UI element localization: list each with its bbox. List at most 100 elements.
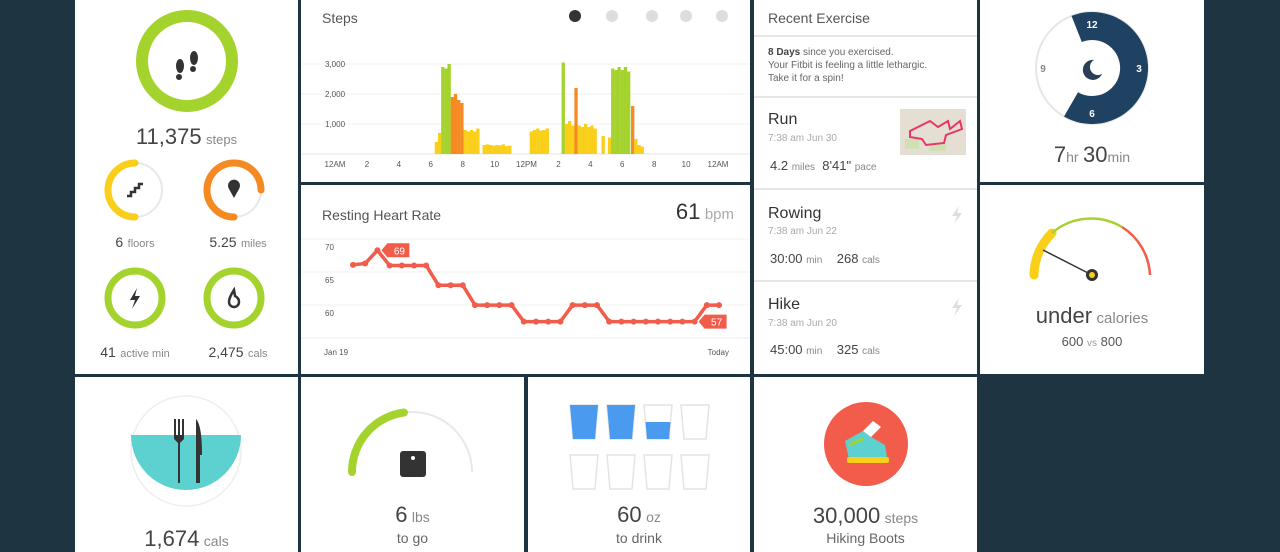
step-bar [469, 130, 474, 154]
sleep-tile[interactable]: 12 3 6 9 7hr 30min [980, 0, 1204, 182]
water-cup [680, 404, 710, 440]
step-bar [611, 68, 615, 154]
weight-sub: to go [396, 530, 429, 546]
step-bar [529, 131, 533, 154]
step-bar [532, 130, 537, 154]
x-tick-label: 12PM [516, 160, 537, 169]
weight-gauge [348, 408, 473, 477]
heart-rate-point [520, 318, 527, 325]
heart-rate-point [508, 302, 515, 309]
step-bar [583, 124, 588, 154]
water-fill [607, 405, 635, 439]
heart-rate-point [496, 302, 503, 309]
step-bar [508, 145, 512, 154]
step-bar [623, 67, 628, 154]
heart-rate-point [484, 302, 491, 309]
heart-rate-point [472, 302, 478, 309]
step-bar [501, 144, 506, 154]
heart-rate-point [459, 282, 466, 289]
x-tick-label: 6 [620, 160, 625, 169]
heart-rate-point [398, 262, 405, 269]
step-bar [473, 131, 477, 154]
value-tag [698, 314, 727, 329]
step-bar [620, 70, 624, 154]
flame-icon [680, 10, 692, 22]
step-bar [564, 124, 569, 154]
badge-value: 30,000 steps [812, 503, 919, 528]
step-bar [495, 145, 499, 154]
step-bar [460, 103, 464, 154]
recent-exercise-tile[interactable]: Recent Exercise 8 Days since you exercis… [754, 0, 977, 374]
step-bar [574, 88, 578, 154]
step-bar [590, 125, 594, 154]
food-calories: 1,674 cals [144, 526, 229, 551]
lightning-icon [130, 288, 140, 309]
heart-rate-point [374, 247, 381, 254]
heart-rate-point [386, 262, 393, 269]
value-tag [381, 243, 410, 258]
svg-text:12: 12 [1086, 20, 1098, 31]
water-fill [570, 405, 598, 439]
weight-value: 6 lbs [395, 502, 430, 527]
step-bar [593, 128, 597, 154]
heart-rate-point [655, 318, 661, 325]
x-tick-label: 6 [429, 160, 434, 169]
exercise-title: Recent Exercise [768, 10, 870, 26]
heart-rate-point [569, 302, 576, 309]
x-tick-label: 8 [652, 160, 657, 169]
x-tick-label: 12AM [708, 160, 729, 169]
step-bar [627, 71, 631, 154]
heart-rate-line [352, 248, 719, 324]
x-label-start: Jan 19 [324, 348, 349, 357]
step-bar [542, 130, 546, 154]
floors-ring [104, 159, 163, 221]
water-tile[interactable]: 60 oz to drink [528, 377, 750, 552]
heart-rate-point [606, 318, 613, 325]
lightning-icon [952, 206, 962, 224]
weight-tile[interactable]: 6 lbs to go [301, 377, 524, 552]
scale-icon [400, 451, 426, 477]
stairs-icon [127, 182, 143, 198]
fork-knife-icon [174, 419, 202, 483]
x-tick-label: 8 [460, 160, 465, 169]
badge-tile[interactable]: 30,000 steps Hiking Boots [754, 377, 977, 552]
y-tick-label: 3,000 [325, 60, 346, 69]
x-label-end: Today [708, 348, 729, 357]
y-tick-label: 1,000 [325, 120, 346, 129]
calorie-balance-tile[interactable]: under calories 600 vs 800 [980, 185, 1204, 374]
sleep-clock: 12 3 6 9 [1035, 11, 1149, 125]
step-bar [637, 145, 641, 154]
step-bar [539, 130, 543, 154]
x-tick-label: 2 [365, 160, 370, 169]
step-bar [498, 145, 502, 154]
steps-chart-tile[interactable]: Steps 3,000 2,000 1,000 12AM 2 4 6 8 10 12PM 2 4 6 8 1… [301, 0, 750, 182]
water-cup [643, 454, 673, 490]
water-cup [606, 454, 636, 490]
heart-rate-point [618, 318, 625, 325]
step-bar [492, 145, 496, 154]
step-bar [437, 133, 442, 154]
value-tag-label: 69 [394, 246, 406, 257]
step-bar [545, 128, 549, 154]
activity-tile[interactable]: 11,375 steps 6 floors 5.25 miles 41 acti… [75, 0, 298, 374]
food-tile[interactable]: 1,674 cals [75, 377, 298, 552]
svg-text:3: 3 [1136, 64, 1142, 75]
step-bar [536, 128, 540, 154]
step-bar [601, 136, 605, 154]
footsteps-icon [176, 51, 198, 80]
heart-rate-value: 61 bpm [675, 199, 734, 224]
step-bar [561, 62, 565, 154]
step-bar [447, 64, 451, 154]
water-value: 60 oz [617, 502, 661, 527]
step-bar [607, 137, 612, 154]
step-bar [617, 67, 621, 154]
y-tick-label: 65 [325, 276, 334, 285]
step-bar [631, 106, 635, 154]
flame-icon [227, 286, 241, 309]
step-bar [634, 139, 638, 154]
step-bar [466, 131, 470, 154]
heart-rate-tile[interactable]: Resting Heart Rate 61 bpm 70 65 60 69 57 Jan … [301, 185, 750, 374]
heart-rate-point [362, 260, 369, 267]
heart-rate-point [545, 318, 552, 325]
x-tick-label: 10 [490, 160, 499, 169]
